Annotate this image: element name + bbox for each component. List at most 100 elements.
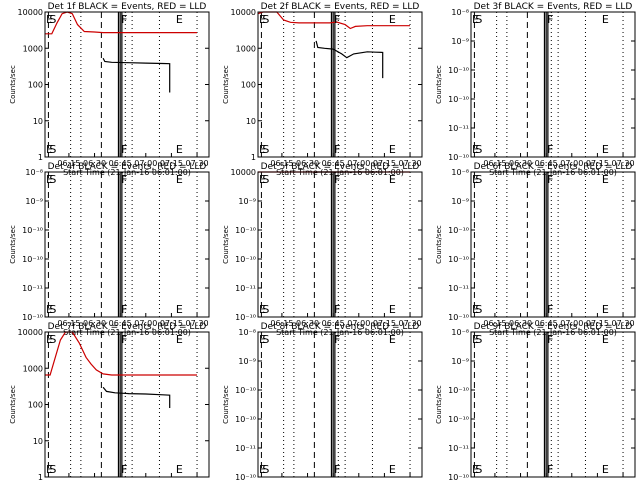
marker-S: S — [262, 13, 269, 26]
marker-S: S — [49, 463, 56, 476]
y-axis-label: Counts/sec — [222, 385, 230, 424]
marker-S: S — [49, 333, 56, 346]
panel-1: Det 1f BLACK = Events, RED = LLD 1 10 100 10… — [9, 2, 210, 177]
xtick-label: 07:00 — [347, 319, 370, 328]
xtick-label: 06:15 — [57, 319, 80, 328]
marker-F: F — [334, 303, 340, 316]
marker-E: E — [389, 463, 396, 476]
xtick-label: 07:30 — [612, 319, 635, 328]
marker-E: E — [472, 303, 479, 316]
ytick-label: 10⁻⁹ — [25, 197, 43, 206]
marker-S: S — [262, 173, 269, 186]
ytick-label: 10⁻¹¹ — [235, 284, 256, 293]
ytick-label: 10⁻¹⁰ — [448, 313, 469, 322]
marker-E: E — [259, 173, 266, 186]
marker-E: E — [602, 303, 609, 316]
marker-F: F — [121, 463, 127, 476]
marker-S: S — [475, 463, 482, 476]
y-axis-label: Counts/sec — [222, 225, 230, 264]
ytick-label: 10⁻⁸ — [451, 8, 469, 17]
ytick-label: 10⁻¹¹ — [22, 284, 43, 293]
ytick-label: 10⁻¹⁰ — [235, 255, 256, 264]
ytick-label: 10⁻⁹ — [451, 197, 469, 206]
marker-F: F — [334, 173, 340, 186]
ytick-label: 10000 — [18, 8, 43, 17]
xtick-label: 07:00 — [560, 319, 583, 328]
marker-E: E — [472, 333, 479, 346]
marker-E: E — [46, 333, 53, 346]
marker-S: S — [475, 303, 482, 316]
marker-F: F — [121, 173, 127, 186]
ytick-label: 10⁻¹⁰ — [235, 473, 256, 480]
xtick-label: 06:45 — [535, 319, 558, 328]
ytick-label: 10⁻¹⁰ — [22, 255, 43, 264]
ytick-label: 100 — [28, 81, 43, 90]
marker-S: S — [49, 13, 56, 26]
panel-9: Det 9f BLACK = Events, RED = LLD 10⁻¹⁰ 10⁻… — [435, 322, 636, 480]
plot-frame — [470, 11, 636, 158]
ytick-label: 10⁻¹⁰ — [448, 255, 469, 264]
panel-8: Det 8f BLACK = Events, RED = LLD 10⁻¹⁰ 10⁻… — [222, 322, 423, 480]
xtick-label: 07:15 — [160, 159, 183, 168]
y-axis-label: Counts/sec — [435, 65, 443, 104]
xtick-label: 06:30 — [509, 159, 532, 168]
marker-E: E — [602, 463, 609, 476]
marker-S: S — [49, 173, 56, 186]
marker-F: F — [547, 303, 553, 316]
marker-E: E — [176, 13, 183, 26]
xtick-label: 06:30 — [296, 159, 319, 168]
xtick-label: 07:00 — [134, 159, 157, 168]
series-line-black — [102, 57, 171, 93]
series-line-black — [315, 40, 384, 79]
plot-frame — [470, 171, 636, 318]
xtick-label: 06:45 — [535, 159, 558, 168]
marker-E: E — [472, 143, 479, 156]
panel-title: Det 3f BLACK = Events, RED = LLD — [474, 2, 633, 12]
ytick-label: 10⁻¹⁰ — [448, 226, 469, 235]
ytick-label: 10⁻⁸ — [238, 328, 256, 337]
panel-title: Det 1f BLACK = Events, RED = LLD — [48, 2, 207, 12]
ytick-label: 10000 — [231, 168, 256, 177]
marker-E: E — [472, 463, 479, 476]
plot-frame — [44, 11, 210, 158]
series-line-red — [45, 331, 197, 376]
marker-E: E — [602, 173, 609, 186]
marker-F: F — [334, 463, 340, 476]
xtick-label: 07:30 — [399, 319, 422, 328]
marker-S: S — [262, 463, 269, 476]
ytick-label: 1000 — [23, 44, 43, 53]
ytick-label: 10⁻¹¹ — [448, 124, 469, 133]
y-axis-label: Counts/sec — [222, 65, 230, 104]
marker-E: E — [46, 173, 53, 186]
xtick-label: 07:00 — [347, 159, 370, 168]
ytick-label: 10⁻¹⁰ — [448, 386, 469, 395]
xtick-label: 06:45 — [322, 319, 345, 328]
xtick-label: 06:30 — [83, 319, 106, 328]
marker-E: E — [259, 143, 266, 156]
marker-E: E — [176, 303, 183, 316]
ytick-label: 10⁻¹⁰ — [235, 313, 256, 322]
ytick-label: 10⁻¹⁰ — [448, 415, 469, 424]
marker-E: E — [259, 333, 266, 346]
ytick-label: 10⁻¹⁰ — [22, 313, 43, 322]
ytick-label: 10⁻¹⁰ — [235, 386, 256, 395]
marker-F: F — [121, 303, 127, 316]
xtick-label: 07:30 — [186, 159, 209, 168]
marker-E: E — [389, 13, 396, 26]
xtick-label: 07:30 — [612, 159, 635, 168]
panel-title: Det 4f BLACK = Events, RED = LLD — [48, 162, 207, 172]
ytick-label: 10⁻¹⁰ — [448, 95, 469, 104]
xtick-label: 07:15 — [586, 159, 609, 168]
ytick-label: 10⁻¹¹ — [448, 444, 469, 453]
ytick-label: 10⁻¹⁰ — [22, 226, 43, 235]
ytick-label: 1000 — [23, 364, 43, 373]
panel-title: Det 6f BLACK = Events, RED = LLD — [474, 162, 633, 172]
y-axis-label: Counts/sec — [435, 225, 443, 264]
ytick-label: 10000 — [18, 328, 43, 337]
plot-frame — [257, 11, 423, 158]
ytick-label: 10000 — [231, 8, 256, 17]
marker-E: E — [259, 463, 266, 476]
ytick-label: 10⁻⁸ — [25, 168, 43, 177]
marker-F: F — [121, 13, 127, 26]
